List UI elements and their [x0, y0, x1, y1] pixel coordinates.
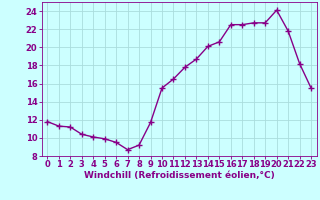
X-axis label: Windchill (Refroidissement éolien,°C): Windchill (Refroidissement éolien,°C) — [84, 171, 275, 180]
